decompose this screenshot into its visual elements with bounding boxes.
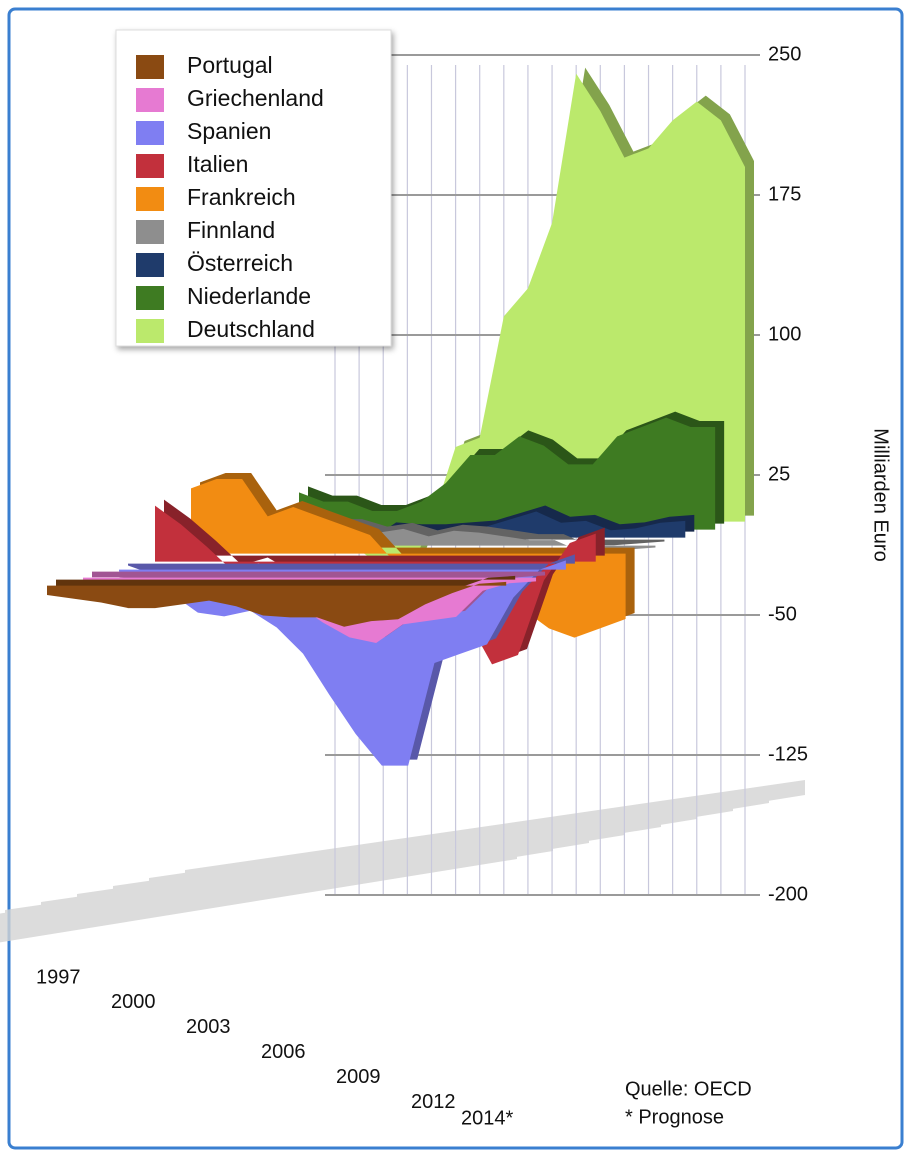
- legend-swatch: [136, 253, 164, 277]
- x-tick-label: 2014*: [461, 1107, 513, 1129]
- y-tick-label: 25: [768, 463, 790, 485]
- x-tick-label: 2000: [111, 991, 156, 1013]
- y-tick-label: -200: [768, 883, 808, 905]
- legend-label: Griechenland: [187, 85, 324, 111]
- y-tick-label: 100: [768, 323, 801, 345]
- legend-swatch: [136, 154, 164, 178]
- legend-swatch: [136, 121, 164, 145]
- y-tick-label: -50: [768, 603, 797, 625]
- legend-label: Niederlande: [187, 283, 311, 309]
- x-tick-label: 2012: [411, 1091, 456, 1113]
- areas: [47, 67, 754, 766]
- x-tick-label: 2006: [261, 1041, 306, 1063]
- note: * Prognose: [625, 1106, 724, 1128]
- legend-swatch: [136, 319, 164, 343]
- y-tick-label: 250: [768, 43, 801, 65]
- x-tick-label: 1997: [36, 966, 81, 988]
- floor-shadow: [0, 780, 805, 943]
- area: [47, 581, 507, 627]
- y-tick-label: -125: [768, 743, 808, 765]
- source: Quelle: OECD: [625, 1078, 752, 1100]
- legend-swatch: [136, 220, 164, 244]
- legend-swatch: [136, 88, 164, 112]
- legend-label: Frankreich: [187, 184, 296, 210]
- legend-label: Spanien: [187, 118, 271, 144]
- y-axis-label: Milliarden Euro: [870, 428, 892, 561]
- area: [299, 417, 716, 530]
- legend-swatch: [136, 286, 164, 310]
- legend-label: Portugal: [187, 52, 273, 78]
- legend-swatch: [136, 55, 164, 79]
- legend: Deutschland Niederlande Österreich Finnland…: [115, 29, 392, 347]
- legend-label: Finnland: [187, 217, 275, 243]
- legend-label: Italien: [187, 151, 248, 177]
- x-tick-label: 2003: [186, 1016, 231, 1038]
- legend-label: Österreich: [187, 250, 293, 276]
- legend-label: Deutschland: [187, 316, 315, 342]
- shadow-band: [0, 844, 517, 943]
- x-tick-label: 2009: [336, 1066, 381, 1088]
- legend-swatch: [136, 187, 164, 211]
- y-tick-label: 175: [768, 183, 801, 205]
